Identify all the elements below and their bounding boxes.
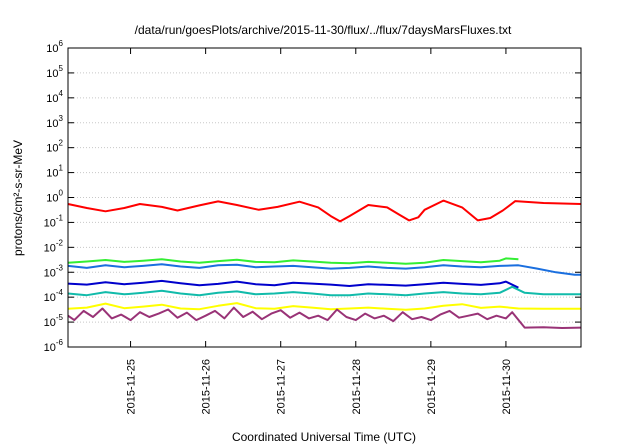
y-tick-exponent: 5 [59, 64, 64, 73]
y-tick-base: 10 [44, 342, 56, 354]
y-tick-base: 10 [44, 317, 56, 329]
y-tick-base: 10 [46, 143, 58, 155]
y-axis-ticks: 10-610-510-410-310-210-11001011021031041… [44, 39, 581, 354]
y-tick-label: 10-2 [44, 238, 64, 254]
y-axis-label: protons/cm²-s-sr-MeV [11, 140, 25, 256]
y-tick-exponent: -6 [56, 338, 64, 347]
y-tick-label: 10-6 [44, 338, 64, 354]
series-line-4 [67, 279, 519, 289]
y-tick-label: 103 [46, 114, 63, 130]
y-tick-base: 10 [46, 93, 58, 105]
plot-frame [67, 47, 582, 348]
y-tick-base: 10 [46, 118, 58, 130]
x-tick-label: 2015-11-26 [201, 359, 213, 414]
y-tick-label: 10-5 [44, 313, 64, 329]
series-line-2 [67, 257, 519, 265]
y-tick-label: 101 [46, 164, 63, 180]
y-tick-label: 106 [46, 39, 63, 55]
y-tick-label: 102 [46, 139, 63, 155]
y-tick-exponent: -4 [56, 288, 64, 297]
y-tick-base: 10 [46, 168, 58, 180]
y-tick-base: 10 [46, 43, 58, 55]
x-tick-label: 2015-11-27 [276, 359, 288, 414]
y-tick-exponent: 1 [59, 164, 64, 173]
y-tick-exponent: 4 [59, 89, 64, 98]
x-tick-label: 2015-11-28 [351, 359, 363, 414]
y-tick-base: 10 [44, 292, 56, 304]
y-tick-label: 104 [46, 89, 63, 105]
y-tick-base: 10 [46, 68, 58, 80]
y-tick-exponent: -2 [56, 238, 64, 247]
x-tick-label: 2015-11-29 [426, 359, 438, 414]
y-tick-base: 10 [46, 193, 58, 205]
x-tick-label: 2015-11-30 [501, 359, 513, 414]
y-tick-label: 10-3 [44, 263, 64, 279]
y-axis-label-text: protons/cm²-s-sr-MeV [11, 140, 25, 256]
y-tick-base: 10 [44, 267, 56, 279]
series-line-6 [67, 302, 581, 311]
chart-title: /data/run/goesPlots/archive/2015-11-30/f… [135, 23, 512, 37]
x-axis-ticks: 2015-11-25 2015-11-26 2015-11-27 2015-11-28… [126, 48, 513, 414]
series-line-3 [67, 263, 581, 276]
y-tick-base: 10 [44, 217, 56, 229]
y-tick-exponent: 3 [59, 114, 64, 123]
series-line-1 [67, 199, 582, 223]
y-tick-label: 105 [46, 64, 63, 80]
y-tick-exponent: 2 [59, 139, 64, 148]
y-tick-label: 10-1 [44, 213, 64, 229]
x-axis-label: Coordinated Universal Time (UTC) [232, 430, 416, 444]
y-tick-exponent: 0 [59, 189, 64, 198]
x-tick-label: 2015-11-25 [126, 359, 138, 414]
y-tick-label: 100 [46, 189, 63, 205]
y-tick-exponent: -1 [56, 213, 64, 222]
series-line-7 [67, 306, 582, 329]
y-tick-label: 10-4 [44, 288, 64, 304]
y-tick-exponent: 6 [59, 39, 64, 48]
y-tick-exponent: -5 [56, 313, 64, 322]
y-tick-exponent: -3 [56, 263, 64, 272]
y-tick-base: 10 [44, 242, 56, 254]
series-line-5 [67, 285, 581, 297]
series-lines [67, 199, 582, 329]
